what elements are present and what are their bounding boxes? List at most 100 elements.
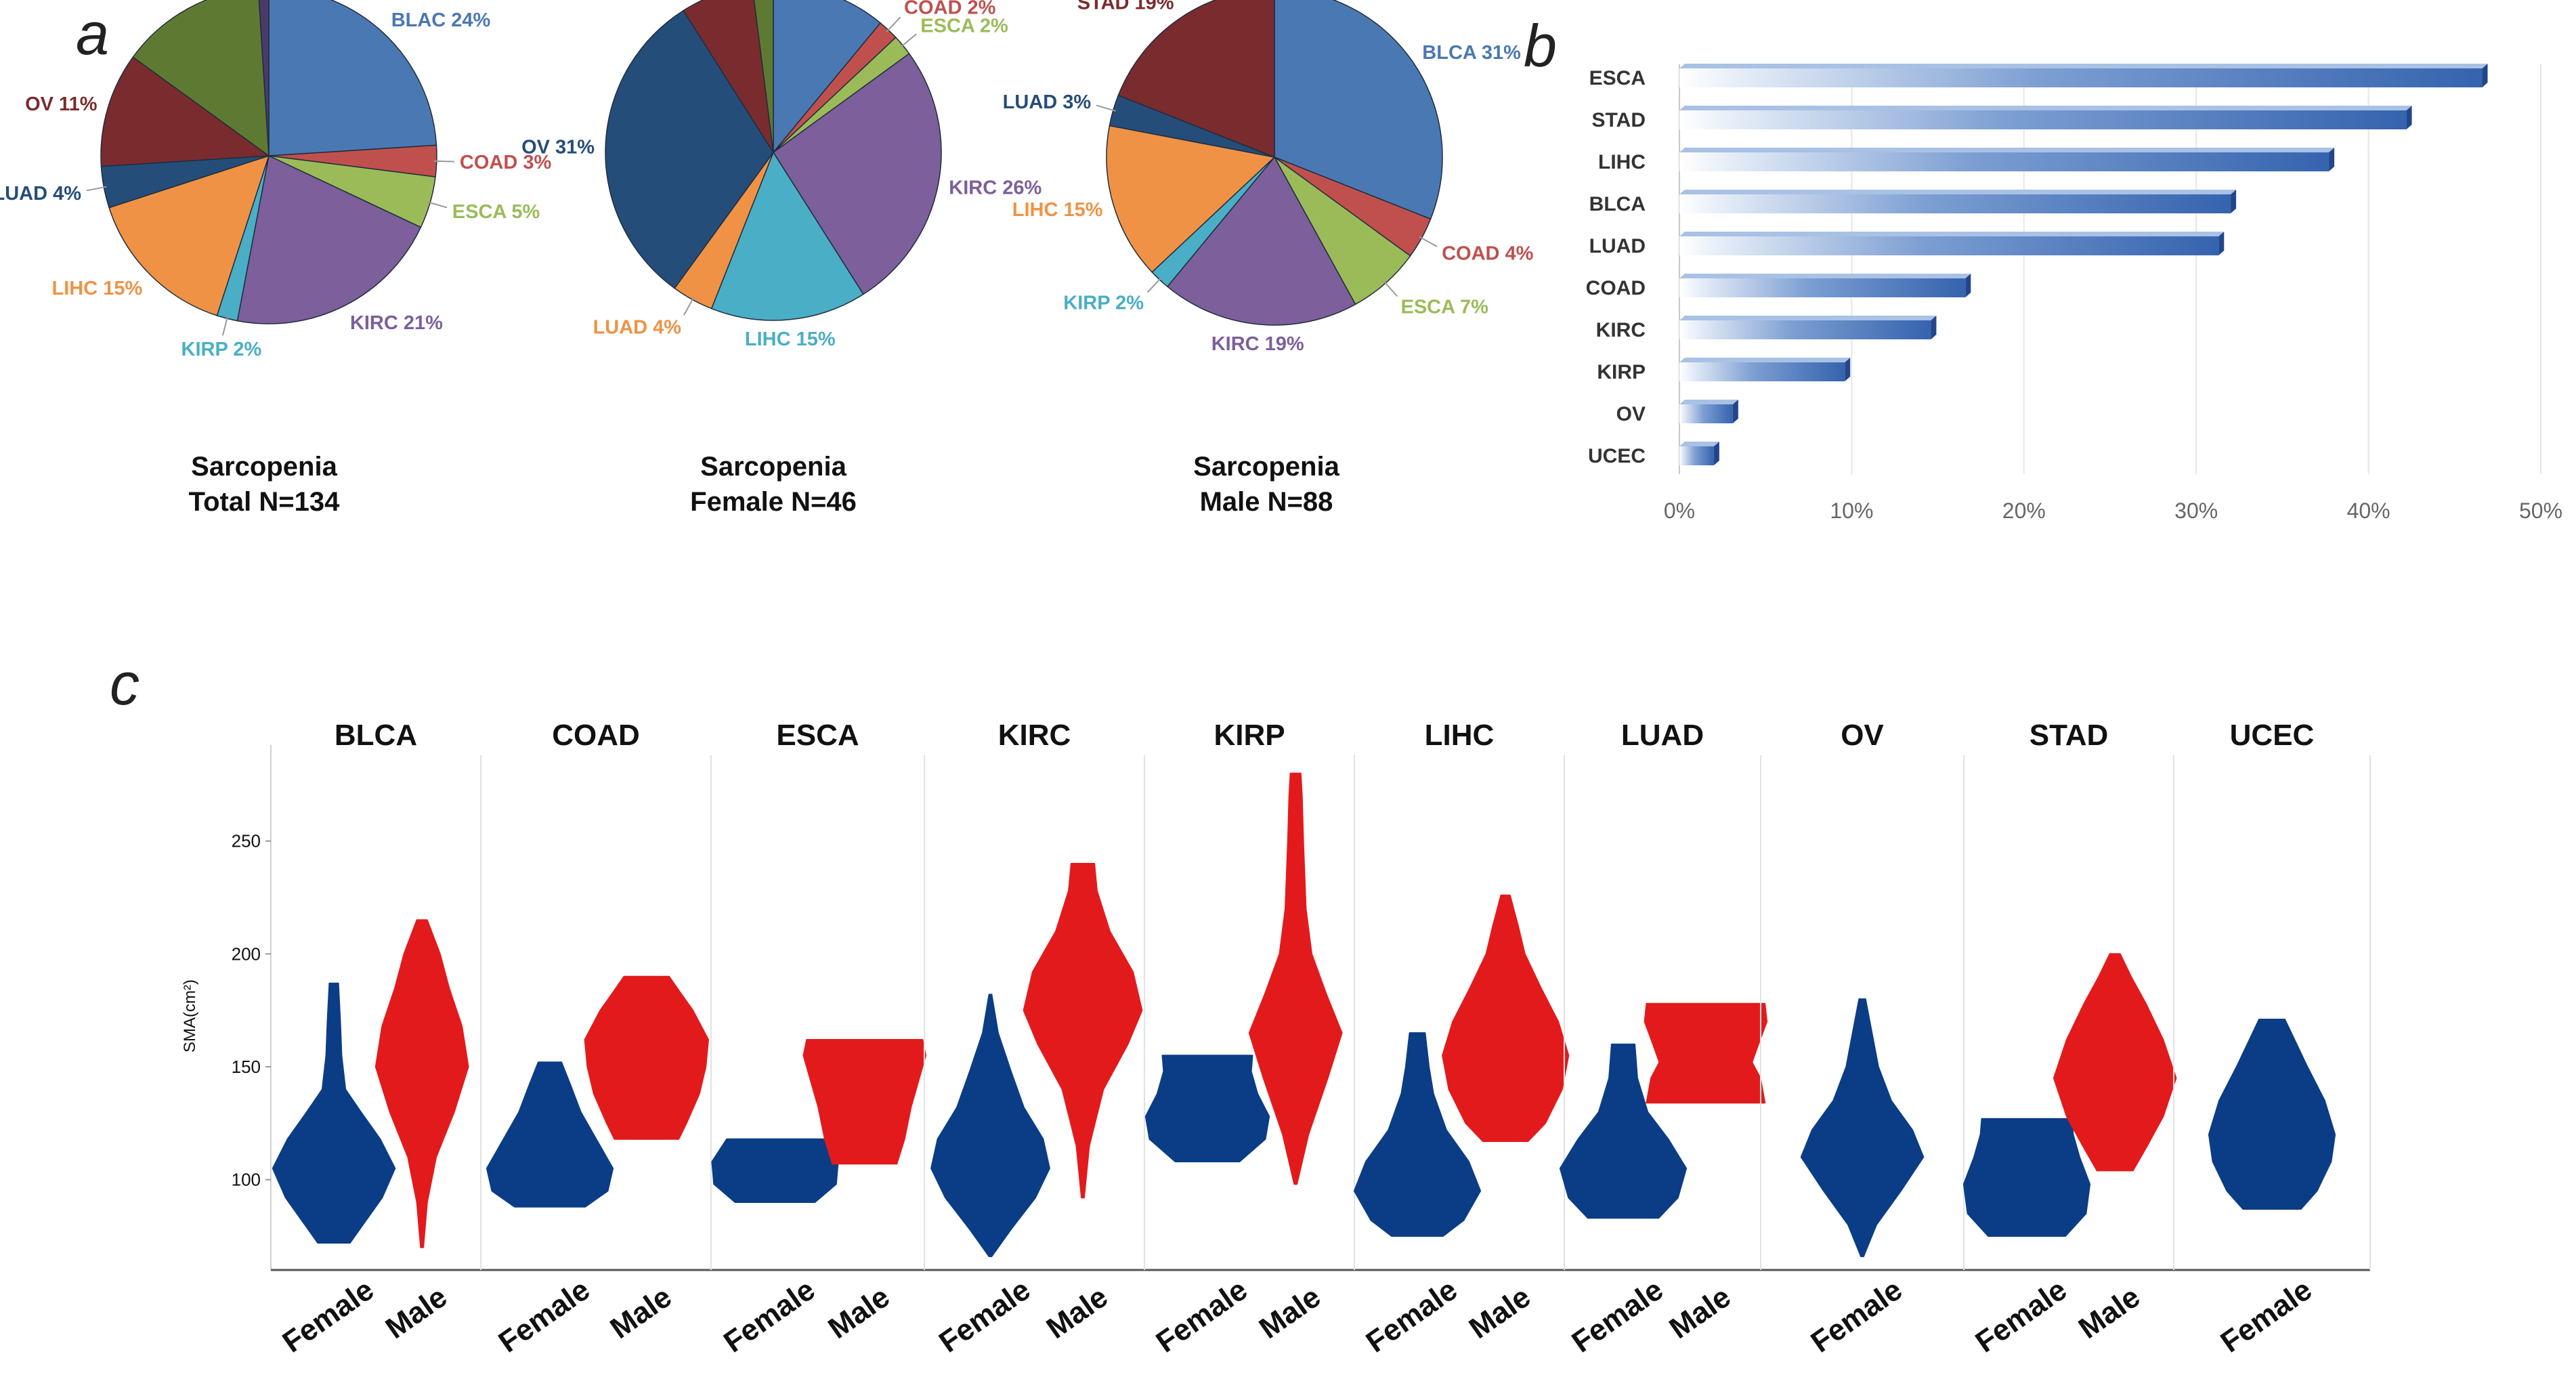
violin-male — [584, 975, 709, 1140]
pie-slice-label: COAD 2% — [904, 0, 996, 19]
bar-end-face — [2482, 64, 2488, 87]
pie-labels: BLAC 11%COAD 2%ESCA 2%KIRC 26%LIHC 15%LU… — [521, 0, 1042, 350]
pie-slice-label: LUAD 3% — [1003, 91, 1092, 113]
violin-y-tick-label: 150 — [232, 1057, 261, 1077]
pie-slice-label: KIRP 2% — [181, 339, 262, 360]
pie-slice — [710, 151, 864, 321]
pie-slice-label: ESCA 2% — [920, 16, 1008, 37]
pie-leader-line — [221, 316, 229, 336]
pie-slice — [236, 154, 422, 324]
bar-top-face — [1679, 64, 2488, 68]
violin-y-axis-label: SMA(cm²) — [181, 979, 199, 1053]
panel-letter-b: b — [1524, 12, 1557, 79]
pie-title-line2: Male N=88 — [1200, 487, 1333, 517]
bar — [1679, 320, 1931, 339]
pie-slice-label: LUAD 4% — [593, 317, 682, 339]
pie-slice — [132, 0, 270, 157]
bar — [1679, 110, 2407, 129]
bar — [1679, 68, 2483, 87]
violin-female — [1559, 1043, 1688, 1219]
bar-x-tick-label: 10% — [1830, 499, 1873, 523]
violin-group-title: UCEC — [2230, 719, 2315, 752]
bar-top-face — [1679, 442, 1719, 446]
bar — [1679, 404, 1733, 423]
pie-slice-label: LIHC 15% — [745, 329, 836, 350]
violin-x-label-male: Male — [1253, 1280, 1327, 1345]
violin-group-title: KIRP — [1214, 719, 1285, 752]
violin-group-title: LUAD — [1621, 719, 1704, 752]
pie-slice — [108, 154, 270, 316]
bar-top-face — [1679, 316, 1937, 320]
bar-end-face — [2406, 106, 2412, 129]
bar-category-label: UCEC — [1588, 445, 1646, 467]
violin-male — [1442, 894, 1570, 1142]
bar-top-face — [1679, 106, 2412, 110]
violin-group-title: COAD — [552, 719, 640, 752]
bar-category-label: LIHC — [1598, 151, 1646, 173]
violin-female — [486, 1061, 614, 1208]
bar-category-label: OV — [1616, 403, 1646, 425]
violin-group-title: STAD — [2030, 719, 2109, 752]
bar-category-label: ESCA — [1589, 67, 1646, 89]
violin-female — [1144, 1055, 1270, 1162]
pie-slice — [1117, 0, 1275, 158]
pie-slice — [1106, 125, 1276, 273]
violin-female — [2208, 1019, 2336, 1210]
bar-top-face — [1679, 400, 1738, 404]
pie-labels: BLCA 31% COAD 4% ESCA 7% KIRC 19% KIRP 2% LIH… — [1003, 0, 1534, 355]
pie-slice — [1274, 0, 1443, 220]
bar-end-face — [1965, 274, 1971, 297]
violin-x-label-female: Female — [1360, 1273, 1463, 1359]
bar-x-tick-label: 20% — [2002, 499, 2046, 523]
violin-female — [1800, 998, 1925, 1257]
pie-leader-line — [1146, 277, 1162, 293]
violin-x-label-female: Female — [2215, 1273, 2318, 1359]
violin-female — [930, 994, 1050, 1257]
pie-title-line1: Sarcopenia — [191, 452, 337, 482]
bar-category-label: COAD — [1586, 277, 1646, 299]
panel-letter-c: c — [110, 650, 139, 717]
pie-slice-label: KIRC 21% — [350, 312, 443, 334]
bar-end-face — [2218, 232, 2225, 255]
pie-title-line1: Sarcopenia — [1193, 452, 1339, 482]
pie-slice-label: COAD 4% — [1442, 243, 1534, 265]
violin-x-label-male: Male — [822, 1280, 895, 1345]
bar — [1679, 362, 1845, 381]
violin-x-label-female: Female — [493, 1273, 596, 1359]
bar-chart-prevalence: 0% 10% 20% 30% 40% 50% ESCA STAD LIHC BLCA LUAD COA… — [1586, 64, 2562, 523]
violin-x-label-male: Male — [2073, 1280, 2146, 1345]
pie-chart-male: BLCA 31% COAD 4% ESCA 7% KIRC 19% KIRP 2% LIH… — [1003, 0, 1534, 517]
bar-x-tick-label: 30% — [2174, 499, 2218, 523]
pie-slice — [772, 53, 942, 295]
bar-category-label: STAD — [1592, 109, 1646, 131]
pie-slice-label: ESCA 7% — [1401, 297, 1489, 318]
violin-group-title: KIRC — [998, 719, 1071, 752]
bar-end-face — [1732, 400, 1738, 423]
violin-x-label-female: Female — [933, 1273, 1036, 1359]
violin-group-title: OV — [1841, 719, 1884, 752]
violin-x-label-male: Male — [380, 1280, 453, 1345]
pie-slice-label: OV 31% — [521, 136, 595, 158]
bar-top-face — [1679, 274, 1971, 278]
bar-end-face — [1713, 442, 1719, 465]
pie-slice-label: LUAD 4% — [0, 183, 81, 205]
pie-slice — [1166, 156, 1356, 326]
pie-leader-line — [433, 160, 454, 163]
violin-female — [1353, 1032, 1482, 1237]
pie-slice — [268, 0, 437, 156]
pie-title-line1: Sarcopenia — [700, 452, 846, 482]
violin-y-tick-label: 200 — [232, 944, 261, 964]
violin-male — [374, 919, 469, 1248]
pie-slice-label: BLCA 31% — [1422, 42, 1521, 64]
violin-x-label-male: Male — [604, 1280, 677, 1345]
bar-top-face — [1679, 190, 2237, 194]
pie-slice-label: LIHC 15% — [1012, 199, 1103, 221]
pie-slice — [258, 0, 270, 156]
violin-male — [1023, 863, 1143, 1199]
bar-end-face — [1931, 316, 1937, 339]
violin-female — [272, 982, 396, 1244]
pie-slice-label: STAD 14% — [86, 0, 183, 3]
violin-x-label-female: Female — [1566, 1273, 1669, 1359]
